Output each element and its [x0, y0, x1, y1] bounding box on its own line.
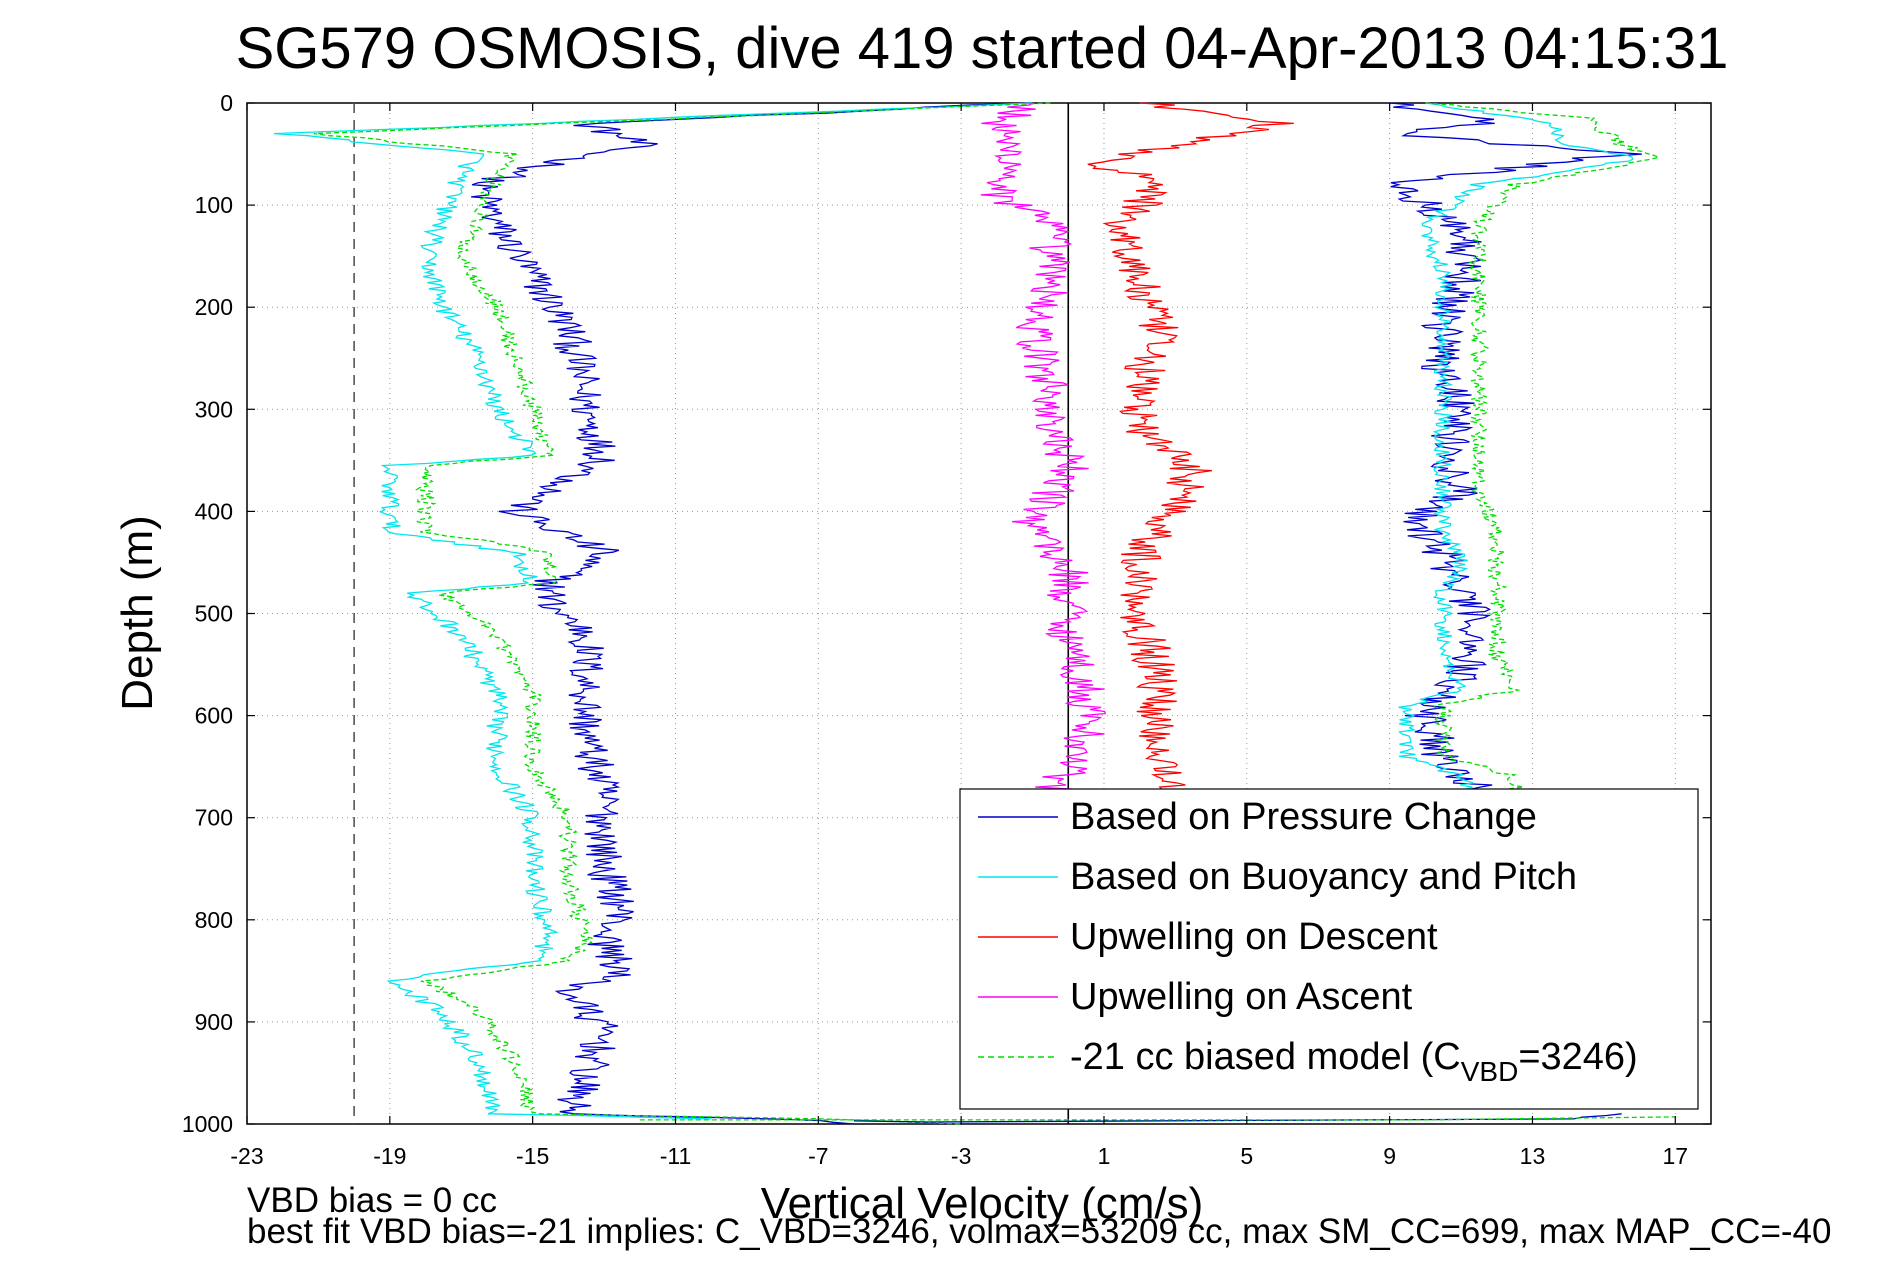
legend-label-suffix: =3246)	[1518, 1036, 1637, 1078]
legend-label: Upwelling on Descent	[1070, 916, 1438, 958]
series-line-model_descent	[313, 102, 1051, 1125]
y-tick-label: 900	[195, 1009, 233, 1035]
annotation-best-fit: best fit VBD bias=-21 implies: C_VBD=324…	[247, 1212, 1831, 1251]
x-tick-label: 1	[1098, 1143, 1111, 1169]
annotation-vbd-bias: VBD bias = 0 cc	[247, 1181, 497, 1220]
series-line-bottom_model	[639, 1116, 1676, 1121]
legend-label-subscript: VBD	[1461, 1056, 1519, 1087]
series-line-model_ascent	[1425, 102, 1661, 798]
x-tick-label: -19	[373, 1143, 406, 1169]
series-line-bottom_pressure	[853, 1113, 1622, 1123]
x-ticks: -23 -19 -15 -11 -7 -3 1 5 9 13 17	[230, 103, 1688, 1169]
legend-label: Based on Buoyancy and Pitch	[1070, 856, 1577, 898]
y-tick-label: 200	[195, 294, 233, 320]
x-tick-label: -3	[951, 1143, 971, 1169]
legend-label: -21 cc biased model (CVBD=3246)	[1070, 1036, 1638, 1087]
legend: Based on Pressure Change Based on Buoyanc…	[959, 788, 1699, 1110]
legend-label: Upwelling on Ascent	[1070, 976, 1413, 1018]
y-tick-label: 0	[220, 90, 233, 116]
y-tick-label: 800	[195, 907, 233, 933]
x-tick-label: -11	[660, 1143, 692, 1169]
legend-box	[959, 788, 1699, 1110]
y-tick-label: 100	[195, 192, 233, 218]
x-tick-label: -23	[230, 1143, 263, 1169]
y-ticks: 0 100 200 300 400 500 600 700 800 900 1000	[182, 90, 1711, 1137]
chart-title: SG579 OSMOSIS, dive 419 started 04-Apr-2…	[236, 16, 1729, 81]
y-tick-label: 600	[195, 703, 233, 729]
y-tick-label: 300	[195, 396, 233, 422]
y-tick-label: 1000	[182, 1111, 233, 1137]
series-line-upwell_descent	[1087, 102, 1294, 798]
x-tick-label: 5	[1240, 1143, 1253, 1169]
series-line-pressure_descent	[471, 102, 1033, 1125]
series-line-buoyancy_descent	[273, 102, 1033, 1120]
x-axis-label: Vertical Velocity (cm/s)	[761, 1179, 1204, 1228]
y-tick-label: 500	[195, 601, 233, 627]
legend-items: Based on Pressure Change Based on Buoyanc…	[978, 796, 1638, 1087]
series-line-buoyancy_ascent	[1398, 102, 1634, 798]
x-tick-label: -7	[808, 1143, 828, 1169]
x-tick-label: -15	[516, 1143, 549, 1169]
y-tick-label: 700	[195, 805, 233, 831]
series-line-upwell_ascent	[980, 102, 1107, 798]
legend-label-prefix: -21 cc biased model (C	[1070, 1036, 1461, 1078]
y-tick-label: 400	[195, 498, 233, 524]
y-axis-label: Depth (m)	[113, 515, 162, 711]
legend-label: Based on Pressure Change	[1070, 796, 1537, 838]
x-tick-label: 13	[1520, 1143, 1546, 1169]
series-group	[273, 102, 1676, 1125]
x-tick-label: 17	[1662, 1143, 1688, 1169]
x-tick-label: 9	[1383, 1143, 1396, 1169]
series-line-pressure_ascent	[1389, 102, 1642, 798]
